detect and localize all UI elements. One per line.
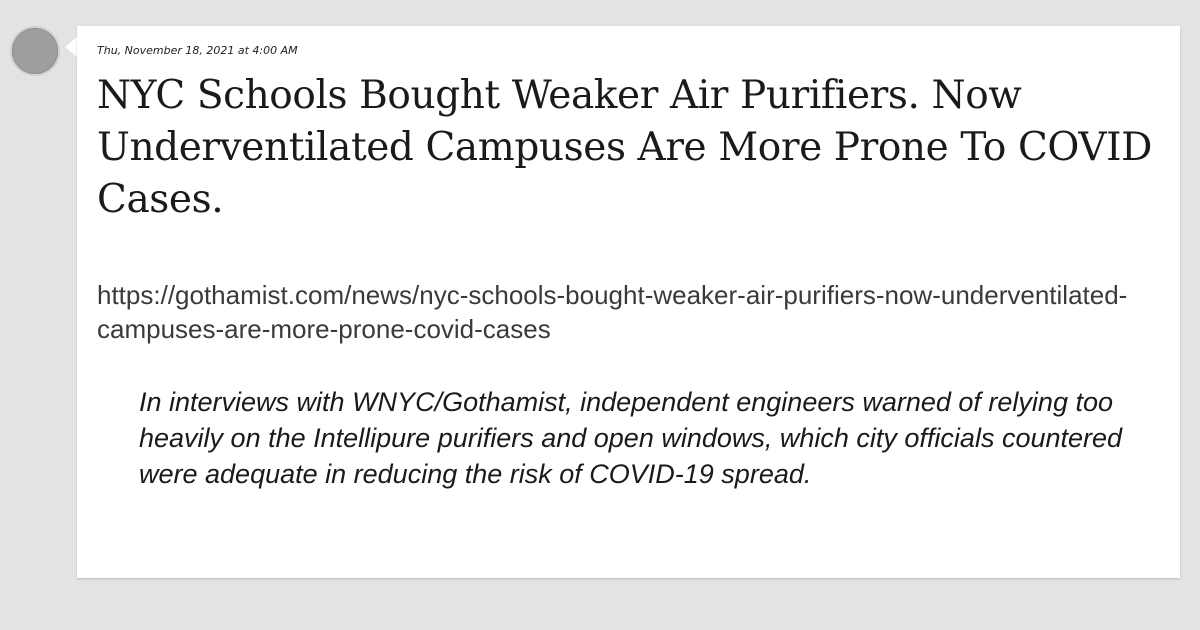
post-card: Thu, November 18, 2021 at 4:00 AM NYC Sc… <box>77 26 1180 578</box>
post-quote: In interviews with WNYC/Gothamist, indep… <box>139 387 1123 489</box>
post-headline: NYC Schools Bought Weaker Air Purifiers.… <box>97 73 1152 222</box>
avatar[interactable] <box>12 28 58 74</box>
post-link[interactable]: https://gothamist.com/news/nyc-schools-b… <box>97 280 1128 344</box>
card-pointer <box>65 37 77 57</box>
post-timestamp: Thu, November 18, 2021 at 4:00 AM <box>97 44 298 57</box>
